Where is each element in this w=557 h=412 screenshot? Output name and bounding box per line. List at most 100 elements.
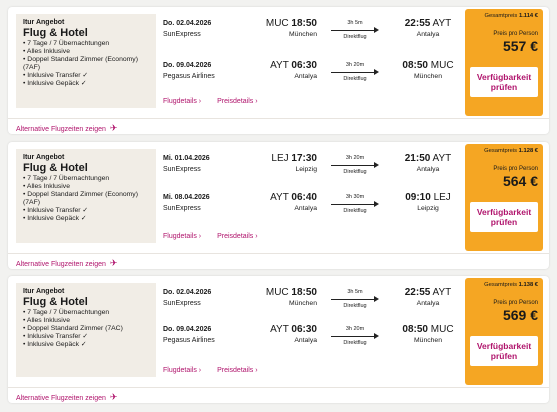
- stops-label: Direktflug: [343, 169, 367, 175]
- arrival: 08:50 MUC München: [393, 60, 463, 80]
- arr-city: Antalya: [416, 31, 440, 38]
- feature-item: Inklusive Transfer ✓: [23, 333, 149, 341]
- dep-city: München: [289, 31, 317, 38]
- alternative-flights-link[interactable]: Alternative Flugzeiten zeigen ✈: [16, 123, 117, 134]
- feature-item: Inklusive Transfer ✓: [23, 207, 149, 215]
- dep-code: AYT: [270, 192, 289, 203]
- departure: AYT 06:40 Antalya: [237, 192, 317, 212]
- leg-airline: SunExpress: [163, 166, 201, 173]
- dep-time: 17:30: [291, 153, 317, 164]
- return-leg: Mi. 08.04.2026 SunExpress AYT 06:40 Anta…: [163, 190, 463, 220]
- divider: [8, 118, 549, 119]
- arr-time: 22:55: [404, 18, 431, 29]
- price-box: Gesamtpreis 1.128 € Preis pro Person 564…: [465, 144, 543, 251]
- total-price: Gesamtpreis 1.114 €: [470, 13, 538, 19]
- arr-code: MUC: [430, 60, 454, 71]
- per-person-label: Preis pro Person: [493, 300, 538, 306]
- duration-block: 3h 20m Direktflug: [331, 155, 379, 175]
- arrival: 21:50 AYT Antalya: [393, 153, 463, 173]
- leg-airline: SunExpress: [163, 31, 201, 38]
- alternative-flights-link[interactable]: Alternative Flugzeiten zeigen ✈: [16, 258, 117, 269]
- dep-time: 18:50: [291, 287, 317, 298]
- per-person-label: Preis pro Person: [493, 166, 538, 172]
- airplane-icon: ✈: [109, 392, 118, 402]
- arrival: 09:10 LEJ Leipzig: [393, 192, 463, 212]
- arrival: 22:55 AYT Antalya: [393, 287, 463, 307]
- dep-city: Antalya: [294, 205, 317, 212]
- airplane-icon: ✈: [109, 258, 118, 268]
- arrow-right-icon: [331, 333, 379, 339]
- per-person-price: 564 €: [502, 173, 538, 189]
- duration-block: 3h 5m Direktflug: [331, 289, 379, 309]
- price-details-link[interactable]: Preisdetails ›: [217, 98, 258, 105]
- price-box: Gesamtpreis 1.114 € Preis pro Person 557…: [465, 9, 543, 116]
- arr-time: 08:50: [402, 60, 428, 71]
- dep-code: LEJ: [271, 153, 289, 164]
- per-person-price: 569 €: [502, 307, 538, 323]
- arr-city: Antalya: [416, 300, 440, 307]
- feature-item: Alles Inklusive: [23, 317, 149, 325]
- arr-code: LEJ: [433, 192, 451, 203]
- flight-details-link[interactable]: Flugdetails ›: [163, 98, 202, 105]
- feature-item: 7 Tage / 7 Übernachtungen: [23, 40, 149, 48]
- per-person-label: Preis pro Person: [493, 31, 538, 37]
- price-details-link[interactable]: Preisdetails ›: [217, 367, 258, 374]
- offer-info: Itur Angebot Flug & Hotel 7 Tage / 7 Übe…: [16, 14, 156, 108]
- total-price: Gesamtpreis 1.128 €: [470, 148, 538, 154]
- dep-city: Leipzig: [295, 166, 317, 173]
- offer-card: Itur Angebot Flug & Hotel 7 Tage / 7 Übe…: [8, 276, 549, 403]
- feature-item: Inklusive Gepäck ✓: [23, 215, 149, 223]
- dep-time: 06:40: [291, 192, 317, 203]
- arr-city: Leipzig: [417, 205, 439, 212]
- feature-item: 7 Tage / 7 Übernachtungen: [23, 309, 149, 317]
- price-box: Gesamtpreis 1.138 € Preis pro Person 569…: [465, 278, 543, 385]
- arrival: 22:55 AYT Antalya: [393, 18, 463, 38]
- divider: [8, 253, 549, 254]
- offer-info: Itur Angebot Flug & Hotel 7 Tage / 7 Übe…: [16, 149, 156, 243]
- arr-code: AYT: [432, 18, 452, 29]
- offer-card: Itur Angebot Flug & Hotel 7 Tage / 7 Übe…: [8, 7, 549, 134]
- arr-code: AYT: [432, 287, 452, 298]
- alternative-flights-label: Alternative Flugzeiten zeigen: [16, 395, 106, 402]
- detail-links: Flugdetails › Preisdetails ›: [163, 367, 272, 374]
- leg-date: Do. 02.04.2026: [163, 20, 212, 27]
- check-availability-button[interactable]: Verfügbarkeit prüfen: [470, 67, 538, 97]
- departure: MUC 18:50 München: [237, 18, 317, 38]
- price-details-link[interactable]: Preisdetails ›: [217, 233, 258, 240]
- return-leg: Do. 09.04.2026 Pegasus Airlines AYT 06:3…: [163, 322, 463, 352]
- feature-list: 7 Tage / 7 Übernachtungen Alles Inklusiv…: [23, 309, 149, 349]
- arrow-right-icon: [331, 201, 379, 207]
- feature-item: Inklusive Transfer ✓: [23, 72, 149, 80]
- flight-duration: 3h 30m: [345, 194, 365, 200]
- dep-code: MUC: [265, 287, 289, 298]
- offer-type: Itur Angebot: [23, 19, 65, 26]
- departure: AYT 06:30 Antalya: [237, 324, 317, 344]
- outbound-leg: Mi. 01.04.2026 SunExpress LEJ 17:30 Leip…: [163, 151, 463, 181]
- total-label: Gesamtpreis: [484, 13, 518, 19]
- total-value: 1.138 €: [518, 282, 538, 288]
- feature-item: Doppel Standard Zimmer (Economy) (7AF): [23, 191, 149, 207]
- check-availability-button[interactable]: Verfügbarkeit prüfen: [470, 202, 538, 232]
- dep-code: AYT: [270, 324, 289, 335]
- dep-time: 06:30: [291, 60, 317, 71]
- feature-item: Inklusive Gepäck ✓: [23, 341, 149, 349]
- alternative-flights-link[interactable]: Alternative Flugzeiten zeigen ✈: [16, 392, 117, 403]
- offer-title: Flug & Hotel: [23, 27, 88, 39]
- flight-duration: 3h 5m: [347, 289, 363, 295]
- flight-details-link[interactable]: Flugdetails ›: [163, 233, 202, 240]
- arr-time: 08:50: [402, 324, 428, 335]
- leg-airline: SunExpress: [163, 300, 201, 307]
- dep-time: 06:30: [291, 324, 317, 335]
- total-label: Gesamtpreis: [484, 148, 518, 154]
- flight-details-link[interactable]: Flugdetails ›: [163, 367, 202, 374]
- dep-code: AYT: [270, 60, 289, 71]
- offer-card: Itur Angebot Flug & Hotel 7 Tage / 7 Übe…: [8, 142, 549, 269]
- duration-block: 3h 20m Direktflug: [331, 326, 379, 346]
- check-availability-button[interactable]: Verfügbarkeit prüfen: [470, 336, 538, 366]
- offer-title: Flug & Hotel: [23, 162, 88, 174]
- arr-time: 21:50: [404, 153, 431, 164]
- leg-airline: SunExpress: [163, 205, 201, 212]
- leg-date: Mi. 01.04.2026: [163, 155, 210, 162]
- feature-item: 7 Tage / 7 Übernachtungen: [23, 175, 149, 183]
- stops-label: Direktflug: [343, 34, 367, 40]
